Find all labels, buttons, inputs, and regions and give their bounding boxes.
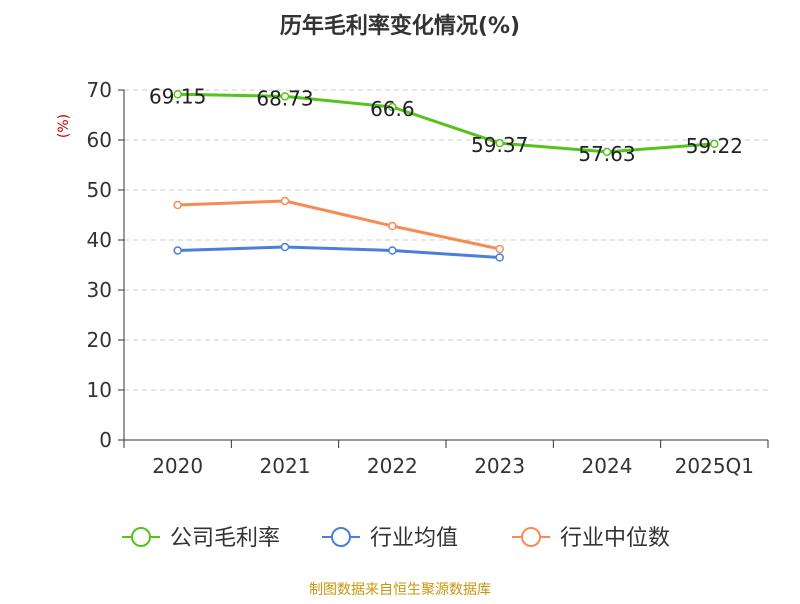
legend-label: 公司毛利率 xyxy=(170,526,280,551)
legend-marker xyxy=(521,527,541,547)
source-note: 制图数据来自恒生聚源数据库 xyxy=(309,582,491,598)
y-tick-label: 50 xyxy=(87,178,112,202)
x-tick-label: 2024 xyxy=(582,454,633,478)
y-tick-label: 0 xyxy=(99,428,112,452)
y-tick-label: 60 xyxy=(87,128,112,152)
data-point xyxy=(280,242,290,252)
data-point xyxy=(173,90,182,99)
legend-item-2[interactable]: 行业均值 xyxy=(322,526,458,551)
data-point xyxy=(710,139,719,149)
series-lines xyxy=(173,90,719,262)
data-label: 66.6 xyxy=(370,97,415,121)
data-point xyxy=(280,92,290,101)
y-tick-label: 20 xyxy=(87,328,112,352)
legend-label: 行业中位数 xyxy=(560,526,670,551)
x-tick-label: 2025Q1 xyxy=(675,454,754,478)
data-point xyxy=(173,246,182,255)
series-1 xyxy=(173,90,719,157)
data-label: 59.37 xyxy=(471,133,528,157)
data-point xyxy=(388,221,397,231)
series-line xyxy=(177,92,715,154)
series-2 xyxy=(173,242,504,262)
x-tick-label: 2022 xyxy=(367,454,418,478)
x-tick-label: 2021 xyxy=(260,454,311,478)
series-line xyxy=(177,245,500,259)
data-label: 68.73 xyxy=(256,86,313,110)
data-label: 59.22 xyxy=(686,134,743,158)
grid-lines xyxy=(124,89,768,391)
data-point xyxy=(280,196,290,206)
y-tick-label: 30 xyxy=(87,278,112,302)
data-point xyxy=(173,200,182,210)
data-label: 69.15 xyxy=(149,84,206,108)
axes: 0 10 20 30 40 50 60 70 2020 2021 2022 2023 2024 2025Q… xyxy=(87,78,769,478)
data-point xyxy=(388,102,397,112)
series-3 xyxy=(173,196,504,254)
data-label: 57.63 xyxy=(578,142,635,166)
data-point xyxy=(495,244,504,254)
data-point xyxy=(495,138,504,148)
series-line xyxy=(177,199,500,251)
chart-title: 历年毛利率变化情况(%) xyxy=(280,13,520,39)
legend-marker xyxy=(331,527,351,547)
data-point xyxy=(602,147,612,157)
legend-item-3[interactable]: 行业中位数 xyxy=(512,526,670,551)
data-labels: 69.15 68.73 66.6 59.37 57.63 59.22 xyxy=(149,84,743,166)
x-tick-label: 2020 xyxy=(152,454,203,478)
data-point xyxy=(388,246,397,255)
y-tick-label: 10 xyxy=(87,378,112,402)
legend-item-1[interactable]: 公司毛利率 xyxy=(122,526,280,551)
y-tick-label: 40 xyxy=(87,228,112,252)
legend-label: 行业均值 xyxy=(370,526,458,551)
legend[interactable]: 公司毛利率 行业均值 行业中位数 xyxy=(122,526,670,551)
data-point xyxy=(495,253,504,262)
x-tick-label: 2023 xyxy=(474,454,525,478)
y-axis-unit-label: (%) xyxy=(56,114,72,138)
y-tick-label: 70 xyxy=(87,78,112,102)
legend-marker xyxy=(131,527,151,547)
